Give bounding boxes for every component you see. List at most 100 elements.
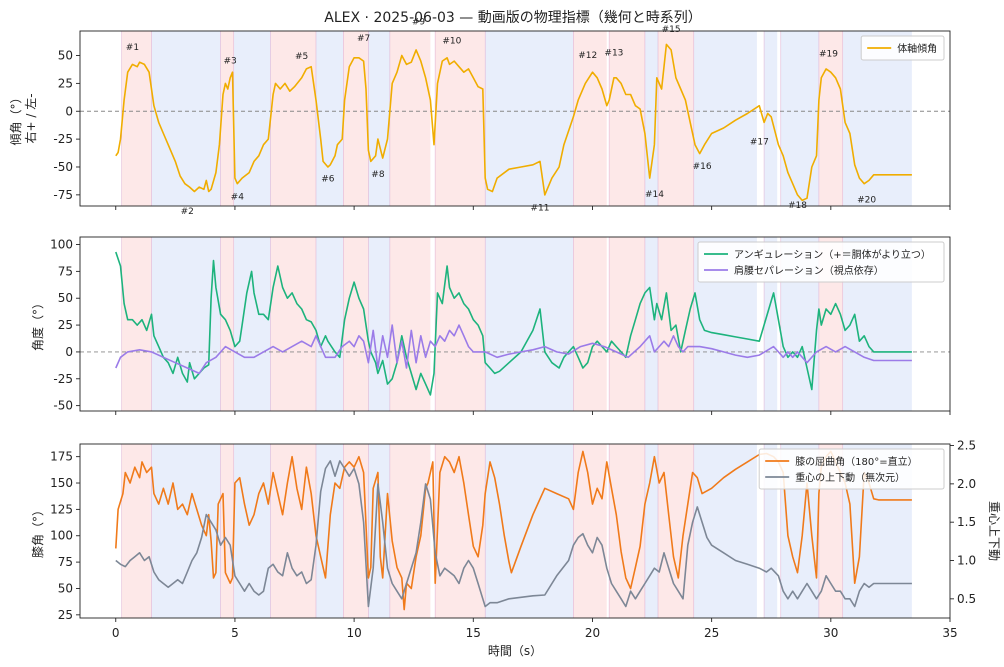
- y2-axis-label: 重心上下動: [987, 501, 1001, 561]
- x-tick-label: 15: [466, 626, 481, 640]
- y-tick-label: 50: [58, 291, 73, 305]
- segment-shade: [233, 444, 271, 618]
- segment-shade: [609, 31, 645, 206]
- plot-frame: [79, 236, 951, 412]
- segment-shade: [233, 237, 271, 411]
- series-line-2: [115, 324, 912, 375]
- legend-box: [758, 448, 945, 490]
- y-tick-label: 25: [58, 318, 73, 332]
- segment-shade: [220, 31, 234, 206]
- segment-shade: [151, 31, 221, 206]
- plot-frame: [79, 30, 951, 207]
- segment-shade: [658, 444, 694, 618]
- segment-label: #7: [357, 34, 370, 44]
- series-line-1: [115, 43, 912, 202]
- legend-entry: 体軸傾角: [897, 42, 937, 55]
- segment-label: #20: [857, 196, 876, 206]
- segment-label: #9: [412, 17, 426, 27]
- segment-shade: [644, 237, 659, 411]
- y-tick-label: -25: [53, 132, 73, 146]
- segment-shade: [368, 31, 390, 206]
- segment-shade: [151, 444, 221, 618]
- segment-shade: [658, 31, 694, 206]
- segment-label: #12: [578, 51, 597, 61]
- y-tick-label: 150: [50, 476, 73, 490]
- segment-label: #19: [819, 50, 838, 60]
- segment-shade: [485, 237, 574, 411]
- y-tick-label: 25: [58, 608, 73, 622]
- segment-label: #2: [181, 207, 194, 217]
- segment-shade: [485, 444, 574, 618]
- series-line-1: [115, 251, 912, 396]
- y-tick-label: 0: [65, 345, 73, 359]
- segment-shade: [389, 444, 431, 618]
- legend-box: [860, 35, 945, 61]
- y2-tick-label: 2.5: [957, 439, 976, 453]
- y-tick-label: -50: [53, 160, 73, 174]
- segment-label: #17: [750, 138, 769, 148]
- legend: 体軸傾角: [860, 35, 945, 61]
- x-tick-label: 30: [823, 626, 838, 640]
- y-tick-label: 25: [58, 76, 73, 90]
- y-tick-label: -25: [53, 372, 73, 386]
- segment-shade: [485, 31, 574, 206]
- y-tick-label: 175: [50, 450, 73, 464]
- segment-shade: [121, 31, 152, 206]
- segment-label: #13: [604, 49, 623, 59]
- segment-shade: [693, 444, 757, 618]
- segment-shade: [389, 237, 431, 411]
- legend-box: [697, 241, 945, 283]
- y-tick-label: -75: [53, 188, 73, 202]
- y-tick-label: 0: [65, 104, 73, 118]
- segment-shade: [343, 31, 369, 206]
- x-tick-label: 25: [704, 626, 719, 640]
- y-tick-label: 50: [58, 49, 73, 63]
- y-tick-label: 75: [58, 555, 73, 569]
- segment-shade: [315, 237, 344, 411]
- series-line-2: [115, 460, 912, 608]
- x-tick-label: 35: [942, 626, 957, 640]
- segment-shade: [435, 444, 486, 618]
- segment-shade: [233, 31, 271, 206]
- segment-shade: [609, 237, 645, 411]
- segment-label: #15: [662, 25, 681, 35]
- segment-shade: [818, 31, 843, 206]
- y-axis-label: 右+ / 左-: [23, 93, 38, 143]
- segment-shade: [780, 31, 819, 206]
- legend-entry: 膝の屈曲角（180°=直立）: [795, 455, 917, 468]
- segment-shade: [220, 444, 234, 618]
- segment-label: #8: [371, 170, 385, 180]
- y2-tick-label: 1.0: [957, 554, 976, 568]
- segment-shade: [270, 444, 316, 618]
- segment-label: #16: [693, 162, 712, 172]
- segment-shade: [693, 31, 757, 206]
- segment-shade: [343, 237, 369, 411]
- x-tick-label: 0: [112, 626, 120, 640]
- panel-middle: -50 -25 0 25 50 75 100 角度（°） アンギュレーション（+＝胴体がより立つ…: [30, 236, 951, 415]
- y-axis-label: 角度（°）: [30, 297, 45, 351]
- y-tick-label: 75: [58, 264, 73, 278]
- segment-shade: [368, 237, 390, 411]
- segment-label: #3: [224, 56, 237, 66]
- x-axis-label: 時間（s）: [488, 644, 542, 658]
- legend-entry: 肩腰セパレーション（視点依存）: [734, 264, 884, 277]
- panel-top: #1 #2 #3 #4 #5 #6 #7 #8 #9 #10 #11 #12 #13 #14 #15 #16 #…: [9, 17, 951, 217]
- segment-label: #1: [126, 43, 139, 53]
- y-axis-label: 膝角（°）: [31, 504, 45, 558]
- segment-shade: [764, 31, 778, 206]
- y-tick-label: 100: [50, 238, 73, 252]
- segment-shade: [389, 31, 431, 206]
- segment-shade: [573, 444, 607, 618]
- segment-shade: [658, 237, 694, 411]
- x-tick-label: 10: [346, 626, 361, 640]
- segment-shade: [151, 237, 221, 411]
- segment-shade: [315, 31, 344, 206]
- y-tick-label: 50: [58, 581, 73, 595]
- segment-label: #5: [295, 52, 308, 62]
- y-tick-label: 125: [50, 502, 73, 516]
- segment-label: #4: [231, 192, 245, 202]
- y2-tick-label: 0.5: [957, 592, 976, 606]
- x-tick-label: 5: [231, 626, 239, 640]
- segment-shade: [270, 237, 316, 411]
